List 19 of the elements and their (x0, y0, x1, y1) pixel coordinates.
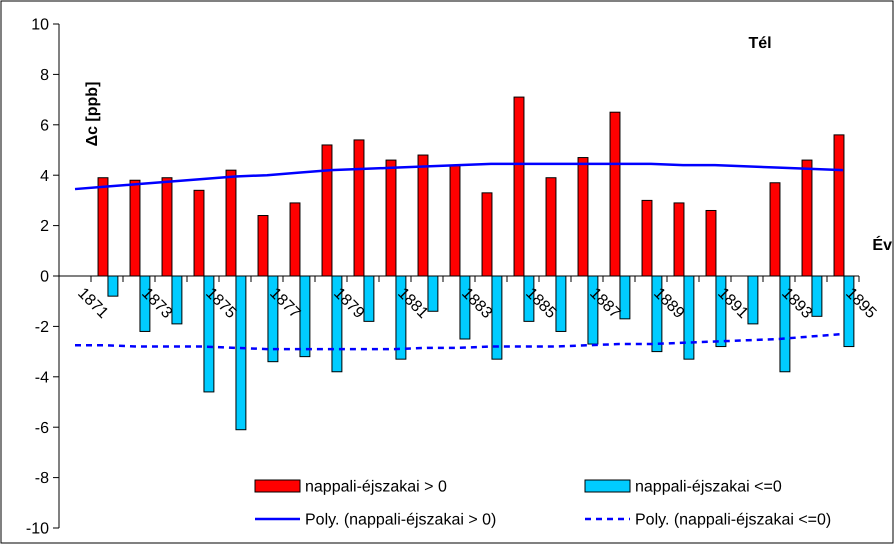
y-tick-label: 8 (40, 67, 50, 84)
y-tick-label: 10 (31, 16, 50, 34)
text: Tél (748, 35, 772, 52)
y-tick-label: -8 (34, 470, 50, 488)
y-tick-label: 6 (40, 117, 50, 134)
line-series (74, 162, 844, 190)
y-tick-label: -10 (26, 520, 50, 538)
y-tick-label: 4 (40, 168, 50, 185)
y-tick-label: 2 (40, 218, 50, 236)
x-axis-title: Év (872, 235, 892, 254)
legend-label: nappali-éjszakai <=0 (635, 478, 782, 496)
y-tick-label: -4 (34, 369, 50, 386)
y-tick-label: -6 (34, 420, 50, 437)
y-axis-title: Δc [ppb] (84, 82, 101, 146)
y-tick-label: -2 (34, 319, 50, 336)
y-tick-label: 0 (40, 268, 50, 286)
legend-label: Poly. (nappali-éjszakai > 0) (305, 512, 496, 529)
legend-label: Poly. (nappali-éjszakai <=0) (635, 512, 832, 529)
legend-label: nappali-éjszakai > 0 (305, 478, 447, 496)
